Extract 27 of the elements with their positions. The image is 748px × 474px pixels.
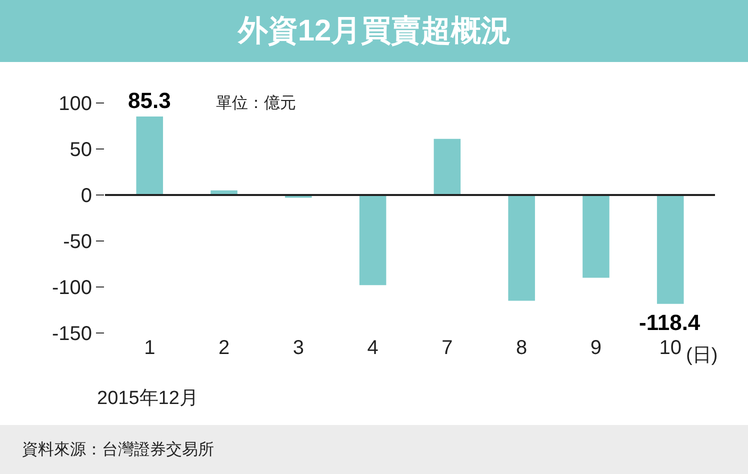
bar bbox=[359, 195, 386, 286]
x-tick-label: 9 bbox=[590, 337, 602, 359]
x-tick-label: 8 bbox=[516, 337, 528, 359]
y-tick-label: 0 bbox=[80, 185, 92, 207]
x-tick-label: 1 bbox=[144, 337, 156, 359]
x-tick-label: 7 bbox=[442, 337, 453, 359]
bar bbox=[136, 116, 164, 195]
y-tick-label: -50 bbox=[63, 231, 92, 253]
chart-title: 外資12月買賣超概況 bbox=[236, 14, 512, 48]
chart-subtitle: 單位：億元 bbox=[216, 94, 296, 112]
bar bbox=[582, 195, 610, 278]
y-tick-label: 50 bbox=[70, 139, 92, 161]
y-tick-label: -100 bbox=[52, 277, 92, 299]
data-label: -118.4 bbox=[639, 310, 701, 335]
source-note: 資料來源：台灣證券交易所 bbox=[0, 440, 214, 458]
bar bbox=[434, 138, 461, 195]
y-tick-label: 100 bbox=[58, 93, 92, 115]
x-tick-label: 3 bbox=[292, 337, 304, 359]
x-tick-label: 2 bbox=[218, 337, 230, 359]
bar bbox=[656, 195, 684, 304]
data-label: 85.3 bbox=[128, 88, 171, 113]
text: (日) bbox=[686, 345, 718, 366]
x-tick-label: 4 bbox=[367, 337, 378, 359]
y-tick-label: -150 bbox=[52, 323, 92, 345]
bar bbox=[508, 195, 535, 301]
x-tick-label: 10 bbox=[659, 337, 682, 359]
x-axis-title: 2015年12月 bbox=[97, 388, 198, 409]
